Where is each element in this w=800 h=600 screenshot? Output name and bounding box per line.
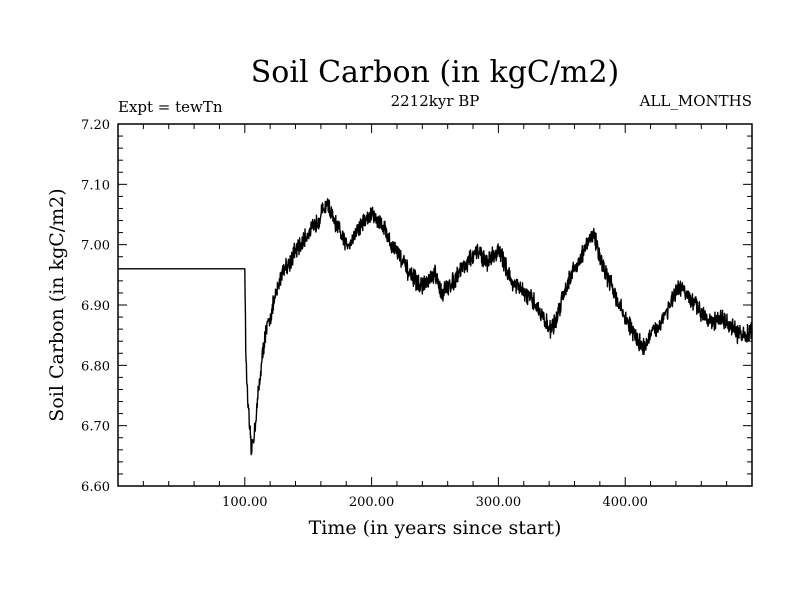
season-label: ALL_MONTHS bbox=[639, 92, 752, 110]
x-tick-label: 100.00 bbox=[222, 495, 268, 510]
chart-title: Soil Carbon (in kgC/m2) bbox=[251, 55, 619, 90]
chart-subtitle: 2212kyr BP bbox=[391, 92, 480, 110]
experiment-label: Expt = tewTn bbox=[118, 98, 223, 116]
x-tick-label: 200.00 bbox=[349, 495, 395, 510]
x-tick-label: 400.00 bbox=[602, 495, 648, 510]
x-tick-label: 300.00 bbox=[476, 495, 522, 510]
series-line-soil-carbon bbox=[118, 198, 753, 456]
plot-area bbox=[118, 198, 753, 456]
y-tick-label: 7.10 bbox=[81, 178, 110, 193]
axis-ticks: 100.00 200.00 300.00 400.00 6.60 6.70 6.80 6.90… bbox=[81, 118, 752, 510]
y-axis-label: Soil Carbon (in kgC/m2) bbox=[46, 188, 68, 421]
y-tick-label: 7.20 bbox=[81, 118, 110, 133]
y-tick-label: 6.90 bbox=[81, 299, 110, 314]
y-tick-label: 6.80 bbox=[81, 359, 110, 374]
x-axis-label: Time (in years since start) bbox=[309, 517, 562, 539]
plot-frame bbox=[117, 123, 753, 487]
y-tick-label: 6.60 bbox=[81, 480, 110, 495]
y-tick-label: 7.00 bbox=[81, 239, 110, 254]
y-tick-label: 6.70 bbox=[81, 420, 110, 435]
